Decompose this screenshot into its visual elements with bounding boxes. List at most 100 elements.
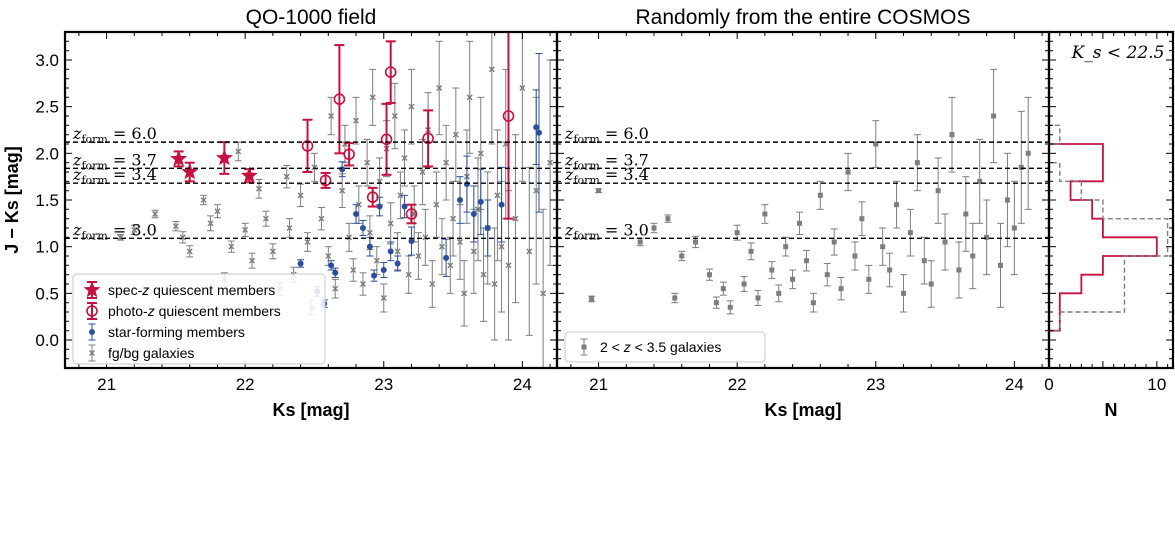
data-point	[373, 257, 380, 264]
data-point	[720, 286, 726, 292]
data-point	[540, 290, 547, 297]
data-point	[519, 85, 526, 91]
y-tick-label: 2.0	[35, 144, 59, 163]
data-point	[366, 243, 373, 250]
data-point	[456, 239, 463, 245]
legend-label: photo-z quiescent members	[108, 303, 281, 319]
data-point	[880, 244, 886, 250]
y-tick-label: 1.5	[35, 191, 59, 210]
legend-marker	[581, 344, 587, 350]
x-tick-label: 24	[1005, 375, 1024, 394]
data-point	[526, 248, 533, 255]
data-point	[502, 110, 515, 122]
left-panel-title: QO-1000 field	[246, 6, 377, 29]
data-point	[179, 234, 186, 241]
data-point	[651, 225, 657, 231]
data-point	[359, 225, 366, 231]
data-point	[339, 187, 346, 194]
data-point	[422, 132, 434, 145]
data-point	[734, 230, 740, 236]
data-point	[589, 296, 595, 302]
data-point	[679, 253, 685, 259]
data-point	[498, 201, 505, 208]
data-point	[405, 208, 418, 220]
data-point	[408, 103, 415, 110]
middle-panel-data	[557, 68, 1049, 315]
data-point	[533, 124, 540, 131]
x-tick-label: 23	[866, 375, 885, 394]
data-point	[350, 267, 357, 273]
data-point	[494, 192, 501, 199]
data-point	[997, 262, 1003, 268]
data-point	[319, 174, 332, 187]
data-point	[1018, 164, 1024, 170]
data-point	[963, 211, 969, 217]
axes: 0.0 0.5 1.0 1.5 2.0 2.5 3.0 21 22 23 24 21 22 23 24 0 10	[35, 32, 1173, 394]
data-point	[235, 148, 242, 155]
histogram-step	[1049, 125, 1158, 350]
data-point	[376, 203, 383, 210]
x-tick-label: 24	[513, 375, 532, 394]
data-point	[831, 239, 837, 245]
x-tick-label: 21	[589, 375, 608, 394]
data-point	[387, 248, 394, 255]
data-point	[301, 140, 314, 152]
data-point	[790, 276, 796, 282]
data-point	[1025, 150, 1031, 156]
data-point	[391, 113, 398, 119]
data-point	[596, 188, 602, 194]
data-point	[438, 243, 445, 250]
data-point	[262, 215, 269, 222]
data-point	[463, 181, 470, 188]
data-point	[359, 281, 366, 287]
x-tick-label: 21	[97, 375, 116, 394]
data-point	[991, 113, 997, 119]
middle-panel-frame	[555, 30, 1051, 370]
data-point	[461, 290, 468, 297]
middle-panel-title: Randomly from the entire COSMOS	[636, 6, 971, 29]
ks-limit-annotation: K_s < 22.5	[1071, 43, 1165, 63]
data-point	[181, 163, 199, 180]
histogram-step	[1049, 124, 1169, 350]
data-point	[942, 239, 948, 245]
data-point	[240, 166, 258, 184]
zform-label: zform = 6.0	[72, 124, 157, 146]
data-point	[488, 66, 495, 73]
data-point	[443, 159, 450, 166]
data-point	[364, 159, 371, 166]
data-point	[304, 239, 311, 245]
data-point	[713, 300, 719, 306]
data-point	[215, 149, 233, 166]
legend-box	[564, 331, 766, 363]
data-point	[429, 281, 436, 287]
data-point	[824, 272, 830, 278]
x-tick-label: 22	[236, 375, 255, 394]
data-point	[535, 129, 542, 136]
data-point	[328, 113, 335, 119]
data-point	[380, 295, 387, 301]
data-point	[727, 304, 733, 310]
data-point	[332, 285, 339, 292]
data-point	[131, 226, 138, 233]
x-tick-label: 23	[374, 375, 393, 394]
data-point	[366, 191, 379, 203]
data-point	[343, 148, 355, 161]
data-point	[283, 173, 290, 180]
data-point	[325, 253, 332, 259]
data-point	[401, 203, 408, 210]
x-tick-label: 22	[728, 375, 747, 394]
data-point	[422, 234, 429, 241]
legend-marker	[89, 350, 95, 356]
x-tick-label: 0	[1044, 375, 1053, 394]
middle-x-axis-label: Ks [mag]	[764, 400, 841, 420]
data-point	[706, 272, 712, 278]
data-point	[1011, 225, 1017, 231]
data-point	[480, 271, 487, 278]
data-point	[443, 254, 450, 261]
data-point	[152, 211, 159, 217]
data-point	[419, 169, 426, 175]
data-point	[332, 269, 339, 276]
y-tick-label: 1.0	[35, 238, 59, 257]
